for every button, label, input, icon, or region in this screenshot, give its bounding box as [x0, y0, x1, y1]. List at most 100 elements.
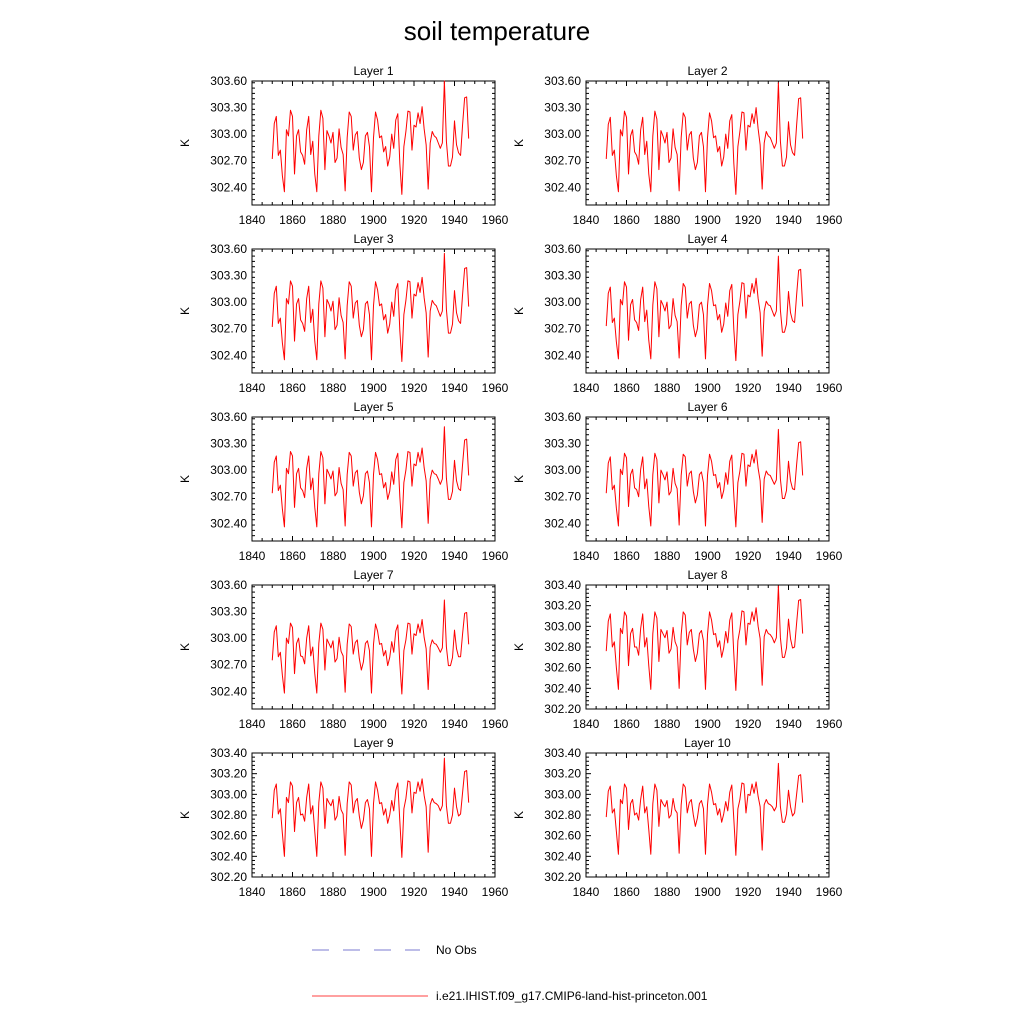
- panel-8-ytick-label: 302.40: [544, 681, 581, 695]
- panel-4-series-line: [605, 255, 804, 362]
- panel-5-xtick-label: 1900: [360, 549, 387, 563]
- panel-3-xtick-label: 1960: [482, 381, 509, 395]
- panel-8-ytick-label: 303.20: [544, 599, 581, 613]
- panel-5-xtick-label: 1860: [279, 549, 306, 563]
- panel-7-series-line: [271, 599, 470, 695]
- panel-7-ytick-label: 303.00: [210, 631, 247, 645]
- panel-5-title: Layer 5: [353, 400, 393, 414]
- panel-10-ytick-label: 302.80: [544, 808, 581, 822]
- panel-7-xtick-label: 1900: [360, 717, 387, 731]
- panel-7: Layer 7 1840 1860 1880 1900 1920 1940 1960 302.4…: [178, 568, 509, 731]
- panel-6-xtick-label: 1920: [735, 549, 762, 563]
- panel-8-xtick-label: 1860: [613, 717, 640, 731]
- panel-10-xtick-label: 1860: [613, 885, 640, 899]
- panel-2-ytick-label: 302.70: [544, 154, 581, 168]
- panel-10-ytick-label: 302.60: [544, 829, 581, 843]
- panel-4-ytick-label: 302.40: [544, 348, 581, 362]
- panel-6-series-line: [605, 428, 804, 528]
- panel-1-xtick-label: 1920: [401, 213, 428, 227]
- panel-2-title: Layer 2: [687, 64, 727, 78]
- panel-1-xtick-label: 1940: [441, 213, 468, 227]
- panel-2-xtick-label: 1840: [573, 213, 600, 227]
- panel-7-title: Layer 7: [353, 568, 393, 582]
- panel-4-ylabel: K: [512, 307, 526, 315]
- panel-2-xtick-label: 1940: [775, 213, 802, 227]
- panel-9-xtick-label: 1940: [441, 885, 468, 899]
- panel-8-xtick-label: 1940: [775, 717, 802, 731]
- chart-title: soil temperature: [404, 16, 590, 46]
- panel-6-ytick-label: 303.30: [544, 437, 581, 451]
- panel-1-xtick-label: 1860: [279, 213, 306, 227]
- panel-8-ytick-label: 302.60: [544, 661, 581, 675]
- panel-9-xtick-label: 1860: [279, 885, 306, 899]
- panel-2-ytick-label: 303.00: [544, 127, 581, 141]
- panel-9-ytick-label: 302.60: [210, 829, 247, 843]
- panel-4-xtick-label: 1940: [775, 381, 802, 395]
- panel-7-ytick-label: 303.60: [210, 578, 247, 592]
- panel-2-ytick-label: 303.30: [544, 101, 581, 115]
- panel-5-ytick-label: 303.60: [210, 410, 247, 424]
- panel-3-title: Layer 3: [353, 232, 393, 246]
- panel-9-ytick-label: 302.20: [210, 870, 247, 884]
- panel-9-ytick-label: 302.80: [210, 808, 247, 822]
- panel-7-xtick-label: 1880: [320, 717, 347, 731]
- panel-6-ytick-label: 302.40: [544, 516, 581, 530]
- panel-4-xtick-label: 1960: [816, 381, 843, 395]
- panel-2-xtick-label: 1900: [694, 213, 721, 227]
- panel-9-xtick-label: 1960: [482, 885, 509, 899]
- panel-1-ytick-label: 302.70: [210, 154, 247, 168]
- panel-1-xtick-label: 1900: [360, 213, 387, 227]
- panel-6-xtick-label: 1840: [573, 549, 600, 563]
- panel-2-xtick-label: 1880: [654, 213, 681, 227]
- panel-3-ytick-label: 303.00: [210, 295, 247, 309]
- panel-6-xtick-label: 1960: [816, 549, 843, 563]
- panel-4-xtick-label: 1920: [735, 381, 762, 395]
- panel-10-xtick-label: 1880: [654, 885, 681, 899]
- panel-1-series-line: [271, 80, 470, 195]
- panel-7-ytick-label: 302.70: [210, 658, 247, 672]
- panel-8-xtick-label: 1840: [573, 717, 600, 731]
- panel-1-ytick-label: 303.00: [210, 127, 247, 141]
- panel-8-xtick-label: 1880: [654, 717, 681, 731]
- panel-2-xtick-label: 1920: [735, 213, 762, 227]
- panel-4-ytick-label: 302.70: [544, 322, 581, 336]
- panel-6-xtick-label: 1880: [654, 549, 681, 563]
- panel-10-series-line: [605, 762, 804, 856]
- panel-1-xtick-label: 1960: [482, 213, 509, 227]
- panel-9-title: Layer 9: [353, 736, 393, 750]
- panel-9-series-line: [271, 757, 470, 858]
- panel-7-xtick-label: 1940: [441, 717, 468, 731]
- panel-10-xtick-label: 1900: [694, 885, 721, 899]
- panel-7-xtick-label: 1860: [279, 717, 306, 731]
- panel-10-ytick-label: 302.40: [544, 849, 581, 863]
- panel-6-xtick-label: 1860: [613, 549, 640, 563]
- panel-4-ytick-label: 303.00: [544, 295, 581, 309]
- panel-3-ytick-label: 302.40: [210, 348, 247, 362]
- panel-8-ytick-label: 302.20: [544, 702, 581, 716]
- panel-5-series-line: [271, 426, 470, 529]
- panel-8: Layer 8 1840 1860 1880 1900 1920 1940 1960 302.2…: [512, 568, 843, 731]
- panel-9: Layer 9 1840 1860 1880 1900 1920 1940 1960 302.2…: [178, 736, 509, 899]
- panel-2-series-line: [605, 82, 804, 195]
- panel-8-ytick-label: 303.00: [544, 619, 581, 633]
- panel-6-xtick-label: 1940: [775, 549, 802, 563]
- panel-3-xtick-label: 1900: [360, 381, 387, 395]
- panel-2-ytick-label: 303.60: [544, 74, 581, 88]
- panel-3: Layer 3 1840 1860 1880 1900 1920 1940 1960 302.4…: [178, 232, 509, 395]
- panel-4-xtick-label: 1860: [613, 381, 640, 395]
- panel-3-ylabel: K: [178, 307, 192, 315]
- panel-5-ylabel: K: [178, 475, 192, 483]
- panel-5-xtick-label: 1960: [482, 549, 509, 563]
- panel-9-ytick-label: 303.20: [210, 767, 247, 781]
- panel-8-xtick-label: 1920: [735, 717, 762, 731]
- panel-10-ytick-label: 303.00: [544, 787, 581, 801]
- panel-10-ytick-label: 303.20: [544, 767, 581, 781]
- panel-4-title: Layer 4: [687, 232, 727, 246]
- panel-3-xtick-label: 1880: [320, 381, 347, 395]
- panel-6-xtick-label: 1900: [694, 549, 721, 563]
- panel-6-ytick-label: 303.00: [544, 463, 581, 477]
- panel-5-xtick-label: 1840: [239, 549, 266, 563]
- panel-7-xtick-label: 1840: [239, 717, 266, 731]
